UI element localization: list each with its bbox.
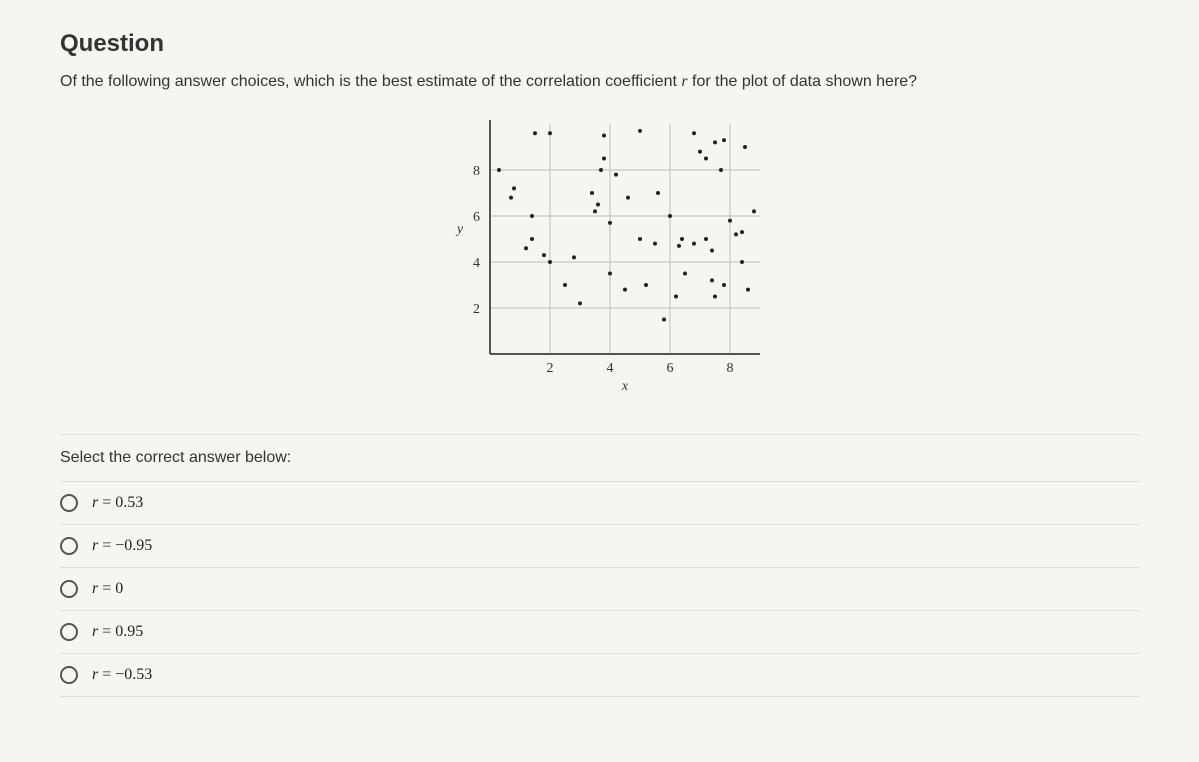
radio-icon[interactable] — [60, 494, 78, 512]
scatter-plot: 2 4 6 8 2 4 6 8 x y — [430, 114, 770, 394]
option-label: r = 0.53 — [92, 494, 143, 512]
svg-text:6: 6 — [473, 210, 480, 225]
option-row-0[interactable]: r = 0.53 — [60, 482, 1139, 525]
svg-text:6: 6 — [666, 361, 673, 376]
svg-text:x: x — [620, 379, 628, 394]
svg-text:y: y — [454, 222, 463, 237]
radio-icon[interactable] — [60, 580, 78, 598]
option-row-3[interactable]: r = 0.95 — [60, 611, 1139, 654]
option-row-2[interactable]: r = 0 — [60, 568, 1139, 611]
chart-container: 2 4 6 8 2 4 6 8 x y — [60, 114, 1139, 394]
question-prompt: Of the following answer choices, which i… — [60, 70, 1139, 94]
prompt-pre: Of the following answer choices, which i… — [60, 73, 681, 90]
svg-text:2: 2 — [473, 302, 480, 317]
options-list: r = 0.53 r = −0.95 r = 0 r = 0.95 r = −0.53 — [60, 482, 1139, 697]
option-label: r = −0.95 — [92, 537, 152, 555]
radio-icon[interactable] — [60, 623, 78, 641]
option-label: r = 0 — [92, 580, 123, 598]
option-label: r = 0.95 — [92, 623, 143, 641]
radio-icon[interactable] — [60, 666, 78, 684]
svg-text:8: 8 — [726, 361, 733, 376]
answers-header: Select the correct answer below: — [60, 434, 1139, 482]
option-row-4[interactable]: r = −0.53 — [60, 654, 1139, 697]
radio-icon[interactable] — [60, 537, 78, 555]
question-title: Question — [60, 30, 1139, 58]
option-label: r = −0.53 — [92, 666, 152, 684]
svg-text:4: 4 — [473, 256, 480, 271]
svg-text:8: 8 — [473, 164, 480, 179]
svg-text:4: 4 — [606, 361, 613, 376]
svg-text:2: 2 — [546, 361, 553, 376]
prompt-post: for the plot of data shown here? — [688, 73, 917, 90]
question-page: Question Of the following answer choices… — [0, 0, 1199, 762]
option-row-1[interactable]: r = −0.95 — [60, 525, 1139, 568]
